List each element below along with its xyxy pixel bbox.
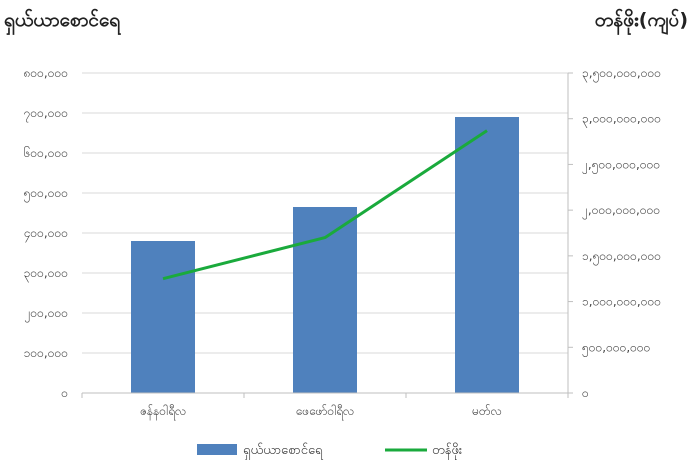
left-tick-label: ၆၀၀,၀၀၀ [24,145,68,160]
category-label: မတ်လ [472,403,502,418]
left-tick-label: ၃၀၀,၀၀၀ [24,266,68,283]
bar-series [131,117,519,393]
right-tick-label: ၅၀၀,၀၀၀,၀၀၀ [582,340,650,357]
category-label: ဇန်နဝါရီလ [140,403,187,421]
line-series [162,129,488,281]
category-label: ဖေဖော်ဝါရီလ [296,403,355,421]
bar [455,117,519,393]
axes: ၀ ၁၀၀,၀၀၀ ၂၀၀,၀၀၀ ၃၀၀,၀၀၀ ၄၀၀,၀၀၀ ၅၀၀,၀၀၀ ၆၀၀,… [24,66,661,421]
left-tick-label: ၀ [61,386,68,400]
right-tick-label: ၃,၀၀၀,၀၀၀,၀၀၀ [582,112,661,129]
left-tick-label: ၈၀၀,၀၀၀ [24,66,68,80]
left-tick-label: ၁၀၀,၀၀၀ [24,346,68,360]
legend-label-line: တန်ဖိုး [432,442,462,460]
legend: ရှယ်ယာစောင်ရေ တန်ဖိုး [197,442,462,460]
left-tick-label: ၇၀၀,၀၀၀ [24,106,68,123]
left-tick-label: ၂၀၀,၀၀၀ [25,306,68,323]
bar [131,241,195,393]
right-tick-label: ၁,၀၀၀,၀၀၀,၀၀၀ [582,295,661,309]
left-tick-label: ၅၀၀,၀၀၀ [24,186,68,203]
right-tick-label: ၃,၅၀၀,၀၀၀,၀၀၀ [582,66,661,83]
right-tick-label: ၁,၅၀၀,၀၀၀,၀၀၀ [582,249,661,266]
right-tick-label: ၂,၅၀၀,၀၀၀,၀၀၀ [582,157,660,174]
line-series-path [162,129,488,281]
bar [293,207,357,393]
right-axis-title: တန်ဖိုး(ကျပ်) [594,9,688,31]
right-tick-label: ၀ [582,386,589,400]
left-axis-title: ရှယ်ယာစောင်ရေ [4,9,121,31]
right-tick-label: ၂,၀၀၀,၀၀၀,၀၀၀ [582,203,660,220]
legend-label-bar: ရှယ်ယာစောင်ရေ [243,442,323,460]
legend-swatch-bar [197,444,237,455]
left-tick-label: ၄၀၀,၀၀၀ [24,226,68,243]
